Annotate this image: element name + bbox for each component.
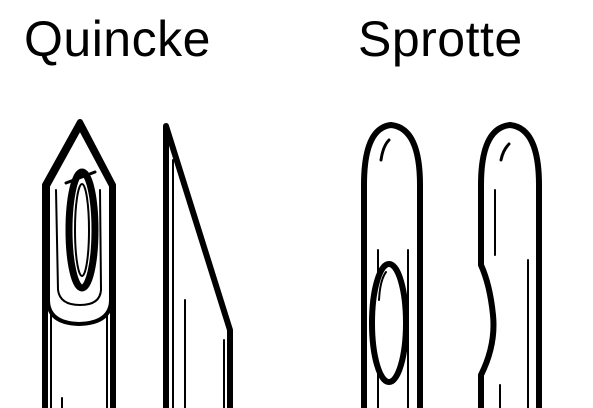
quincke-needle-front-icon <box>42 119 116 408</box>
sprotte-needle-front-icon <box>361 122 423 408</box>
quincke-needle-side-icon <box>163 123 233 408</box>
quincke-label: Quincke <box>24 11 211 67</box>
sprotte-needle-side-icon <box>478 122 542 408</box>
sprotte-label: Sprotte <box>358 11 523 67</box>
